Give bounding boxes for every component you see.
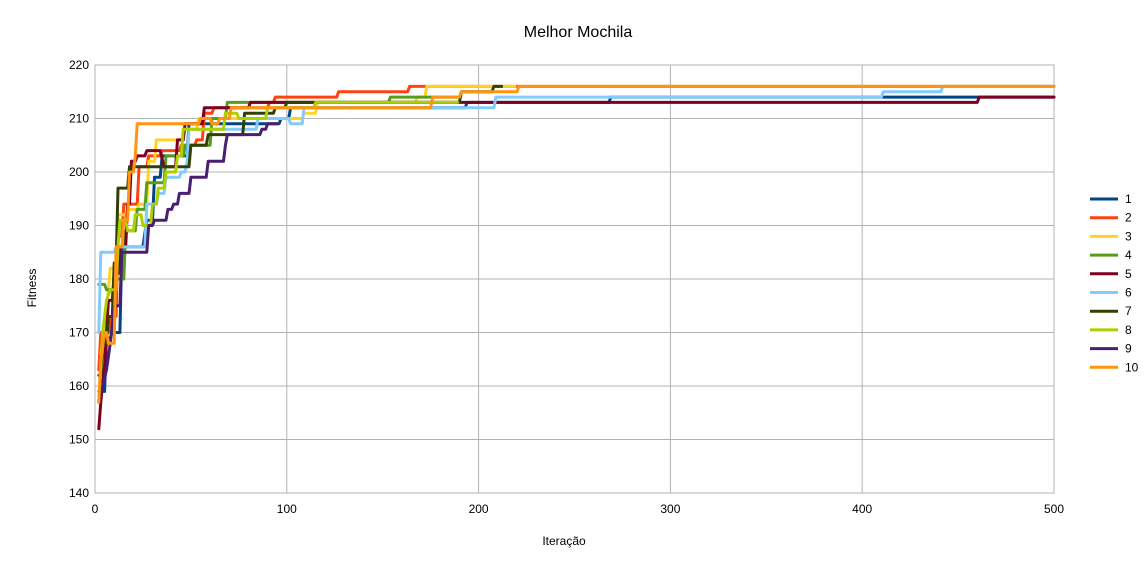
x-tick-label: 400 <box>852 502 872 516</box>
y-tick-label: 220 <box>69 58 89 72</box>
y-axis-label: Fitness <box>25 269 39 308</box>
y-tick-label: 140 <box>69 486 89 500</box>
x-axis-label: Iteração <box>542 534 586 548</box>
series-line-8 <box>97 100 459 404</box>
x-tick-label: 100 <box>277 502 297 516</box>
y-tick-label: 180 <box>69 272 89 286</box>
plot-area-border <box>94 64 1055 494</box>
x-tick-label: 500 <box>1044 502 1064 516</box>
legend-label-1: 1 <box>1125 192 1132 206</box>
legend-label-8: 8 <box>1125 323 1132 337</box>
x-tick-label: 200 <box>469 502 489 516</box>
legend-label-6: 6 <box>1125 286 1132 300</box>
chart-title: Melhor Mochila <box>524 24 633 41</box>
series-line-9 <box>97 122 279 404</box>
series-line-10 <box>97 84 1056 404</box>
y-tick-label: 210 <box>69 112 89 126</box>
y-tick-label: 200 <box>69 165 89 179</box>
x-tick-label: 0 <box>92 502 99 516</box>
tick-labels: 140 150 160 170 180 190 200 210 220 0 100 200 300 400… <box>69 58 1064 516</box>
y-tick-label: 160 <box>69 379 89 393</box>
y-tick-label: 190 <box>69 219 89 233</box>
y-tick-label: 170 <box>69 326 89 340</box>
legend: 1 2 3 4 5 6 7 8 9 10 <box>1090 192 1139 374</box>
y-tick-label: 150 <box>69 433 89 447</box>
series-lines <box>97 84 1056 431</box>
legend-label-4: 4 <box>1125 248 1132 262</box>
x-tick-label: 300 <box>660 502 680 516</box>
legend-label-10: 10 <box>1125 360 1139 374</box>
legend-label-5: 5 <box>1125 267 1132 281</box>
legend-label-2: 2 <box>1125 211 1132 225</box>
legend-label-7: 7 <box>1125 304 1132 318</box>
legend-label-9: 9 <box>1125 342 1132 356</box>
legend-label-3: 3 <box>1125 229 1132 243</box>
